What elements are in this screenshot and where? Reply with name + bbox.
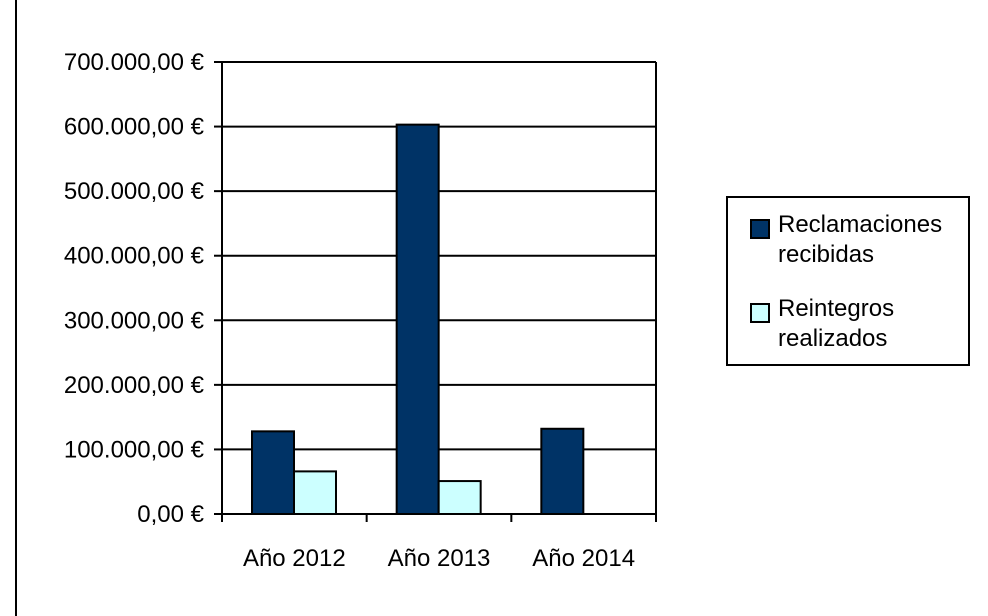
bar-reintegros [293,470,337,515]
y-tick-label: 100.000,00 € [64,436,205,463]
y-tick-label: 400.000,00 € [64,243,205,270]
y-tick-label: 200.000,00 € [64,372,205,399]
legend-swatch-reclamaciones [750,219,770,239]
x-tick-label: Año 2014 [532,545,635,572]
bars [251,123,585,516]
y-tick-label: 300.000,00 € [64,307,205,334]
bar-reclamaciones [395,123,440,516]
legend-label-line1: Reintegros [778,295,895,322]
bar-reintegros [437,480,482,515]
chart-legend: Reclamaciones recibidas Reintegros reali… [726,196,970,366]
left-border-line [15,0,17,616]
y-tick-label: 600.000,00 € [64,114,205,141]
bar-reclamaciones [540,427,585,515]
legend-label-reintegros: Reintegros realizados [778,294,958,354]
axes [214,61,657,522]
legend-item-reclamaciones: Reclamaciones recibidas [750,210,958,270]
x-tick-label: Año 2013 [388,545,491,572]
legend-label-line2: recibidas [778,241,875,268]
y-tick-label: 500.000,00 € [64,178,205,205]
y-tick-label: 0,00 € [137,501,204,528]
legend-label-reclamaciones: Reclamaciones recibidas [778,210,958,270]
tick-labels: 0,00 € 100.000,00 € 200.000,00 € 300.000,00… [64,49,635,572]
y-tick-label: 700.000,00 € [64,49,205,76]
legend-swatch-reintegros [750,303,770,323]
legend-label-line1: Reclamaciones [778,211,943,238]
x-tick-label: Año 2012 [243,545,346,572]
bar-reclamaciones [251,430,295,515]
legend-item-reintegros: Reintegros realizados [750,294,958,354]
legend-label-line2: realizados [778,325,888,352]
